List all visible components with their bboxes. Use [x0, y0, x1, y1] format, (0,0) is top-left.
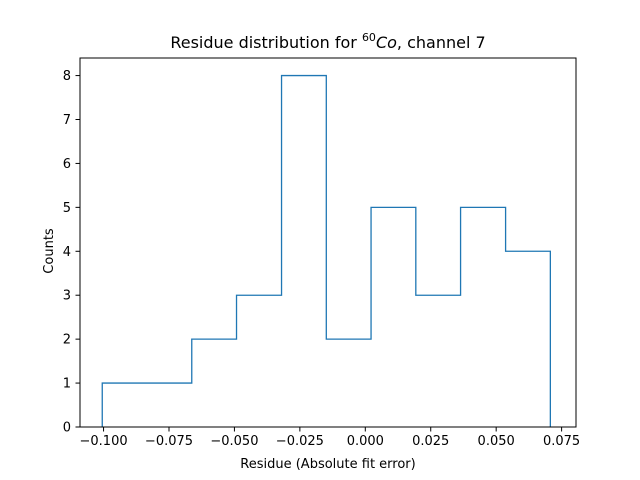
y-tick-label: 7 — [63, 113, 71, 128]
axes-frame — [79, 57, 577, 428]
chart-title: Residue distribution for 60Co, channel 7 — [170, 31, 485, 52]
x-tick-label: −0.100 — [80, 434, 128, 449]
title-prefix: Residue distribution for — [170, 33, 362, 52]
y-tick-label: 2 — [63, 333, 71, 348]
plot-area: −0.100 −0.075 −0.050 −0.025 0.000 0.025 0.050 0… — [63, 57, 580, 449]
x-tick-label: −0.050 — [210, 434, 258, 449]
y-axis-label: Counts — [42, 228, 57, 274]
x-tick-label: 0.000 — [347, 434, 384, 449]
x-tick-label: 0.050 — [478, 434, 515, 449]
x-tick-label: 0.075 — [543, 434, 580, 449]
title-suffix: , channel 7 — [397, 33, 486, 52]
y-tick-label: 5 — [63, 201, 71, 216]
title-isotope-symbol: Co — [376, 33, 397, 52]
x-tick-label: −0.025 — [276, 434, 324, 449]
y-tick-label: 6 — [63, 157, 71, 172]
title-isotope-mass: 60 — [362, 31, 376, 44]
histogram-step-line — [101, 74, 551, 427]
x-tick-label: 0.025 — [412, 434, 449, 449]
y-tick-label: 4 — [63, 245, 71, 260]
y-tick-label: 0 — [63, 421, 71, 436]
y-tick-label: 3 — [63, 289, 71, 304]
y-tick-label: 1 — [63, 377, 71, 392]
x-tick-label: −0.075 — [145, 434, 193, 449]
x-axis-label: Residue (Absolute fit error) — [240, 457, 415, 472]
y-tick-label: 8 — [63, 69, 71, 84]
